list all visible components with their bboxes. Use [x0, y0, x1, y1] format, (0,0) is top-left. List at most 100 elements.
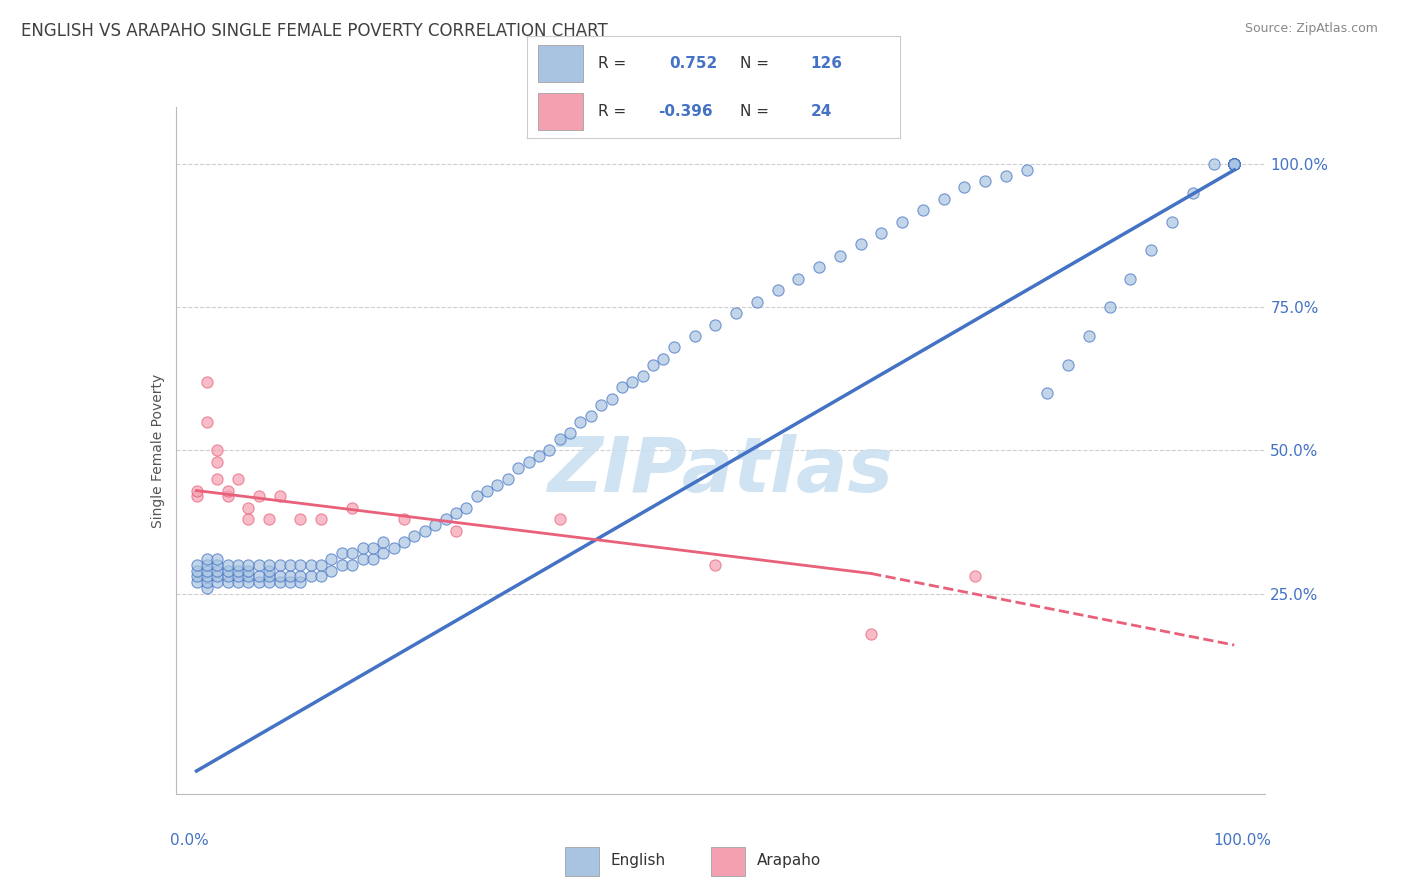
Point [953, 180, 976, 194]
Point [631, 369, 654, 384]
Text: R =: R = [598, 56, 631, 70]
Point [207, 569, 229, 583]
Point [704, 318, 727, 332]
Point [1223, 157, 1246, 171]
Point [496, 472, 519, 486]
Point [352, 541, 374, 555]
Point [444, 524, 467, 538]
Point [621, 375, 644, 389]
Point [373, 535, 395, 549]
Point [278, 558, 301, 572]
Point [217, 575, 239, 590]
Point [195, 564, 218, 578]
Point [269, 569, 291, 583]
Point [683, 329, 706, 343]
FancyBboxPatch shape [711, 847, 745, 876]
Point [1223, 157, 1246, 171]
Point [299, 558, 322, 572]
Point [465, 489, 488, 503]
Point [1223, 157, 1246, 171]
Point [974, 174, 997, 188]
Point [558, 426, 581, 441]
Point [392, 535, 415, 549]
Point [238, 512, 260, 526]
Point [352, 552, 374, 566]
Point [1223, 157, 1246, 171]
Point [373, 546, 395, 561]
Point [579, 409, 602, 423]
Point [1161, 214, 1184, 228]
Point [226, 558, 249, 572]
Point [994, 169, 1017, 183]
Point [321, 564, 343, 578]
Text: Arapaho: Arapaho [756, 854, 821, 868]
FancyBboxPatch shape [565, 847, 599, 876]
Point [486, 478, 509, 492]
Point [290, 558, 312, 572]
Point [299, 569, 322, 583]
Point [330, 558, 353, 572]
Point [538, 443, 561, 458]
Point [652, 351, 675, 366]
Point [309, 512, 332, 526]
Text: N =: N = [740, 104, 769, 120]
Point [527, 449, 550, 463]
Point [787, 271, 810, 285]
FancyBboxPatch shape [538, 45, 583, 82]
Point [1119, 271, 1142, 285]
Point [226, 472, 249, 486]
Point [217, 558, 239, 572]
Point [891, 214, 914, 228]
Point [238, 575, 260, 590]
Point [309, 558, 332, 572]
Point [1078, 329, 1101, 343]
Point [186, 564, 208, 578]
Point [207, 443, 229, 458]
Point [425, 517, 447, 532]
Point [1223, 157, 1246, 171]
Text: 126: 126 [810, 56, 842, 70]
Point [1223, 157, 1246, 171]
Point [207, 558, 229, 572]
Y-axis label: Single Female Poverty: Single Female Poverty [150, 374, 165, 527]
Point [361, 541, 384, 555]
Point [1181, 186, 1204, 200]
FancyBboxPatch shape [538, 93, 583, 130]
Point [269, 575, 291, 590]
Point [1223, 157, 1246, 171]
Point [1098, 301, 1121, 315]
Text: 0.0%: 0.0% [170, 833, 209, 848]
Point [290, 575, 312, 590]
Point [1223, 157, 1246, 171]
Point [456, 500, 478, 515]
Point [963, 569, 986, 583]
Point [808, 260, 831, 275]
Point [186, 483, 208, 498]
Point [321, 552, 343, 566]
Point [1223, 157, 1246, 171]
Point [361, 552, 384, 566]
Point [217, 489, 239, 503]
Point [257, 569, 280, 583]
Text: -0.396: -0.396 [658, 104, 713, 120]
Point [340, 500, 363, 515]
Point [548, 512, 571, 526]
Point [475, 483, 498, 498]
Point [278, 569, 301, 583]
Text: ZIPatlas: ZIPatlas [547, 434, 894, 508]
Point [662, 340, 685, 354]
Point [257, 575, 280, 590]
Point [828, 249, 851, 263]
Point [517, 455, 540, 469]
Point [238, 569, 260, 583]
Text: 0.752: 0.752 [669, 56, 717, 70]
Point [226, 569, 249, 583]
Point [257, 512, 280, 526]
Point [247, 558, 270, 572]
Point [207, 552, 229, 566]
Point [392, 512, 415, 526]
Text: 24: 24 [810, 104, 832, 120]
Point [195, 558, 218, 572]
Point [444, 507, 467, 521]
Point [725, 306, 748, 320]
